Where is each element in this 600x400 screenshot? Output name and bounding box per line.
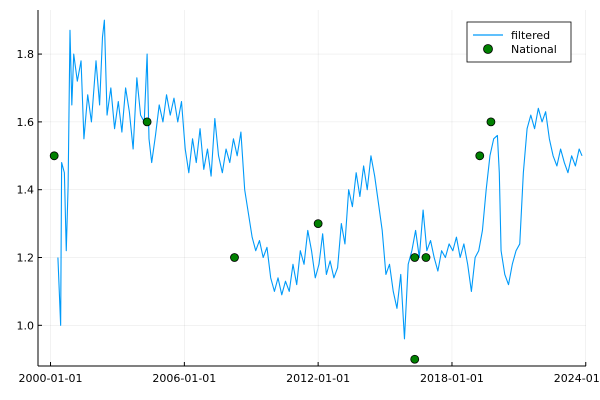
axes: 2000-01-01 2006-01-01 2012-01-01 2018-01-01… (17, 10, 600, 385)
scatter-point-National-5 (410, 354, 420, 364)
y-tick-label-4: 1.8 (17, 48, 35, 61)
y-tick-label-1: 1.2 (17, 252, 35, 265)
plot-series (49, 19, 583, 364)
legend-marker-National (483, 44, 493, 54)
scatter-point-National-6 (421, 253, 431, 262)
y-tick-label-3: 1.6 (17, 116, 35, 129)
scatter-point-National-3 (313, 219, 323, 229)
legend-box (466, 21, 572, 63)
y-tick-label-2: 1.4 (17, 184, 35, 197)
scatter-point-National-1 (142, 117, 152, 127)
x-tick-label-1: 2006-01-01 (152, 372, 216, 385)
x-tick-label-4: 2024-01-01 (554, 372, 600, 385)
y-tick-label-0: 1.0 (17, 319, 35, 332)
scatter-point-National-0 (49, 151, 59, 161)
scatter-point-National-7 (475, 151, 485, 161)
scatter-point-National-8 (486, 117, 496, 127)
x-tick-label-3: 2018-01-01 (420, 372, 484, 385)
legend-label-filtered: filtered (511, 29, 550, 42)
scatter-point-National-4 (410, 253, 420, 262)
legend-label-National: National (511, 43, 557, 56)
x-tick-label-2: 2012-01-01 (286, 372, 350, 385)
x-tick-label-0: 2000-01-01 (19, 372, 83, 385)
scatter-point-National-2 (230, 253, 239, 262)
series-line-filtered (57, 19, 583, 340)
